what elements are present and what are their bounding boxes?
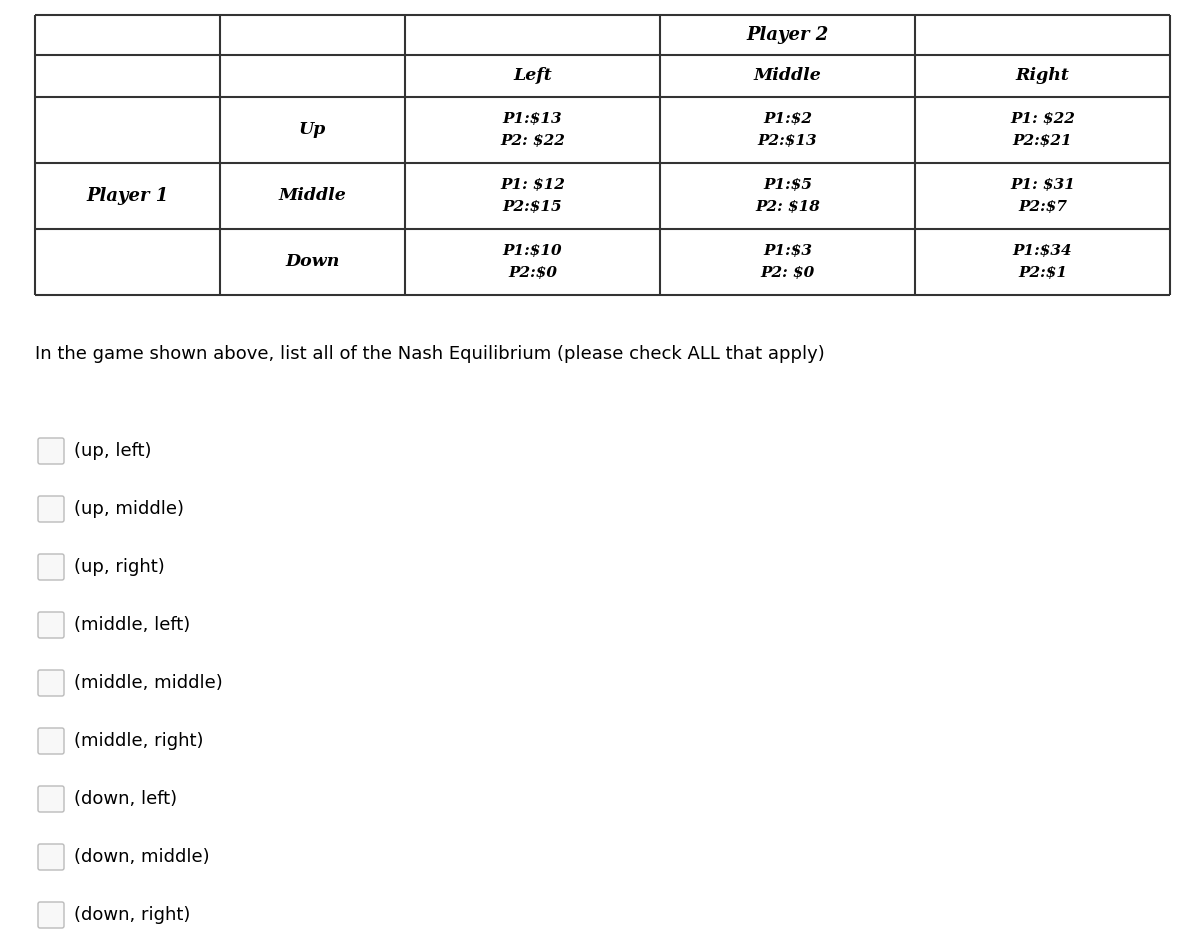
Text: P2: $18: P2: $18 [755, 200, 820, 214]
Text: Up: Up [299, 122, 326, 139]
Text: (middle, right): (middle, right) [74, 732, 204, 750]
Text: Left: Left [514, 67, 552, 85]
Text: Down: Down [286, 254, 340, 271]
Text: (down, left): (down, left) [74, 790, 178, 808]
Text: (down, right): (down, right) [74, 906, 191, 924]
Text: Player 1: Player 1 [86, 187, 169, 205]
FancyBboxPatch shape [38, 496, 64, 522]
Text: P1:$13: P1:$13 [503, 112, 563, 126]
Text: P2:$15: P2:$15 [503, 200, 563, 214]
Text: P2: $0: P2: $0 [761, 266, 815, 280]
Text: P2:$7: P2:$7 [1018, 200, 1067, 214]
Text: P1: $12: P1: $12 [500, 178, 565, 192]
Text: P1:$10: P1:$10 [503, 244, 563, 258]
Text: P2:$13: P2:$13 [757, 134, 817, 148]
Text: Right: Right [1015, 67, 1069, 85]
Text: (up, right): (up, right) [74, 558, 164, 576]
Text: P2: $22: P2: $22 [500, 134, 565, 148]
FancyBboxPatch shape [38, 844, 64, 870]
Text: P1:$3: P1:$3 [763, 244, 812, 258]
Text: (down, middle): (down, middle) [74, 848, 210, 866]
Text: (middle, middle): (middle, middle) [74, 674, 223, 692]
Text: P1: $22: P1: $22 [1010, 112, 1075, 126]
Text: P2:$1: P2:$1 [1018, 266, 1067, 280]
Text: P2:$21: P2:$21 [1013, 134, 1073, 148]
FancyBboxPatch shape [38, 902, 64, 928]
FancyBboxPatch shape [38, 438, 64, 464]
Text: (up, middle): (up, middle) [74, 500, 184, 518]
Text: (middle, left): (middle, left) [74, 616, 191, 634]
FancyBboxPatch shape [38, 670, 64, 696]
Text: Middle: Middle [754, 67, 821, 85]
Text: P1:$5: P1:$5 [763, 178, 812, 192]
FancyBboxPatch shape [38, 728, 64, 754]
Text: (up, left): (up, left) [74, 442, 151, 460]
Text: P1:$2: P1:$2 [763, 112, 812, 126]
Text: Player 2: Player 2 [746, 26, 829, 44]
Text: Middle: Middle [278, 187, 347, 204]
FancyBboxPatch shape [38, 786, 64, 812]
FancyBboxPatch shape [38, 554, 64, 580]
Text: In the game shown above, list all of the Nash Equilibrium (please check ALL that: In the game shown above, list all of the… [35, 345, 824, 363]
Text: P2:$0: P2:$0 [508, 266, 557, 280]
Text: P1: $31: P1: $31 [1010, 178, 1075, 192]
FancyBboxPatch shape [38, 612, 64, 638]
Text: P1:$34: P1:$34 [1013, 244, 1073, 258]
